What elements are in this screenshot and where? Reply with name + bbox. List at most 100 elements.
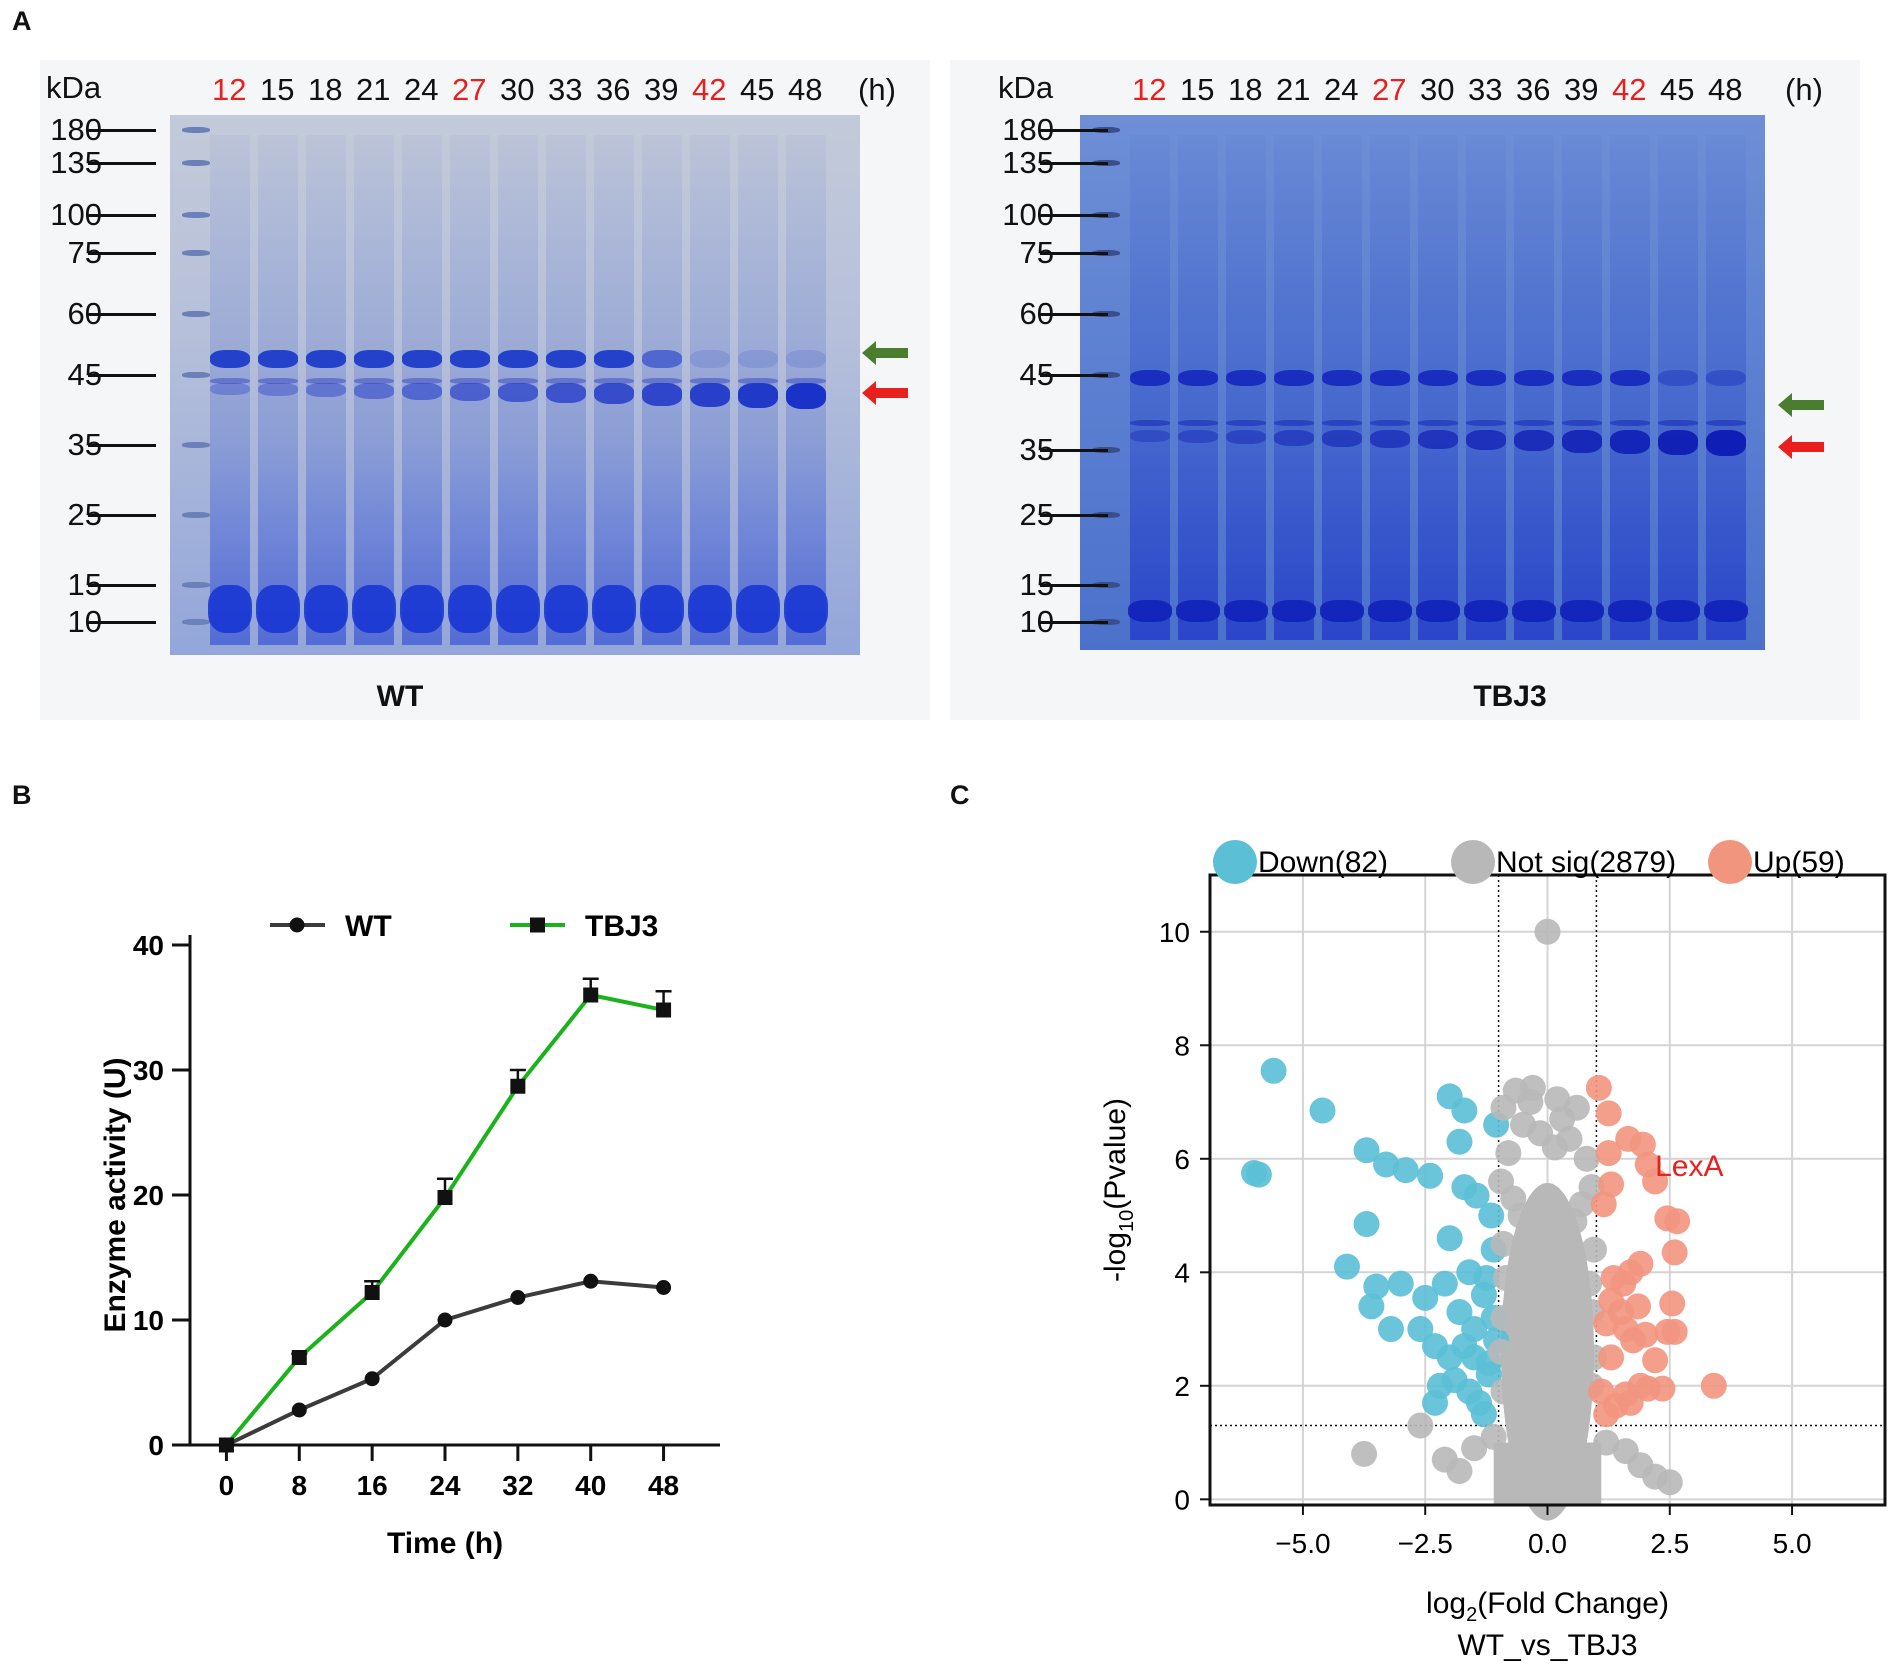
y-tick-label: 10	[133, 1305, 164, 1336]
lane-label: 45	[740, 72, 775, 107]
point-not-sig	[1490, 1378, 1517, 1405]
x-tick-label: 32	[502, 1470, 533, 1501]
legend-marker-up	[1708, 840, 1752, 884]
protein-band-upper	[642, 350, 682, 368]
data-point-wt	[656, 1280, 672, 1295]
lane-smear	[306, 135, 346, 645]
lane-smear	[1466, 135, 1506, 640]
x-axis-label-line2: WT_vs_TBJ3	[1457, 1629, 1637, 1662]
protein-band-upper	[1658, 370, 1698, 386]
protein-band-upper	[354, 350, 394, 368]
lane-smear	[1658, 135, 1698, 640]
protein-band-minor	[450, 378, 490, 384]
x-tick-label: 24	[429, 1470, 461, 1501]
protein-band-lower	[498, 383, 538, 402]
protein-band-minor	[354, 378, 394, 384]
protein-band-lower	[738, 383, 778, 408]
protein-band-minor	[1370, 420, 1410, 426]
dye-front-band	[208, 585, 252, 633]
data-point-tbj3	[218, 1437, 234, 1453]
point-down	[1422, 1389, 1448, 1416]
point-up	[1598, 1171, 1625, 1198]
lane-smear	[210, 135, 250, 645]
x-axis-label: Time (h)	[387, 1527, 503, 1560]
gel-image-wt	[170, 115, 860, 655]
point-up	[1590, 1191, 1617, 1218]
y-tick-label: 0	[1174, 1484, 1190, 1515]
gel-caption-wt: WT	[376, 680, 424, 713]
point-down	[1451, 1333, 1478, 1360]
x-tick-label: 0	[219, 1470, 235, 1501]
point-not-sig	[1576, 1270, 1603, 1297]
point-up	[1659, 1290, 1686, 1317]
data-point-wt	[364, 1371, 380, 1387]
lane-smear	[1418, 135, 1458, 640]
protein-band-lower	[690, 383, 730, 407]
point-down	[1363, 1273, 1390, 1300]
lane-label: 45	[1660, 72, 1695, 107]
panel-label-c: C	[950, 780, 970, 810]
point-up	[1642, 1347, 1669, 1374]
protein-band-lower	[1418, 430, 1458, 449]
point-up	[1593, 1401, 1620, 1428]
point-down	[1245, 1161, 1272, 1188]
dye-front-band	[1176, 600, 1220, 622]
protein-band-upper	[1130, 370, 1170, 386]
point-down	[1446, 1128, 1473, 1155]
legend-marker-wt	[289, 917, 305, 933]
point-down	[1478, 1202, 1505, 1229]
protein-band-upper	[786, 350, 826, 368]
protein-band-minor	[210, 378, 250, 384]
ladder-band	[182, 619, 210, 625]
marker-tick	[1040, 374, 1108, 377]
point-down	[1473, 1264, 1500, 1291]
point-down	[1417, 1162, 1444, 1189]
protein-band-upper	[1466, 370, 1506, 386]
x-tick-label: 5.0	[1773, 1528, 1812, 1559]
point-down	[1407, 1316, 1434, 1343]
point-up	[1598, 1344, 1625, 1371]
dye-front-band	[496, 585, 540, 633]
lane-label: 30	[1420, 72, 1455, 107]
point-down	[1353, 1137, 1380, 1164]
dye-front-band	[352, 585, 396, 633]
dye-front-band	[1320, 600, 1364, 622]
point-not-sig	[1541, 1134, 1568, 1161]
marker-tick	[88, 214, 156, 217]
protein-band-lower	[594, 383, 634, 405]
ladder-band	[182, 512, 210, 518]
protein-band-lower	[1562, 430, 1602, 453]
lane-smear	[1178, 135, 1218, 640]
protein-band-upper	[1370, 370, 1410, 386]
protein-band-minor	[498, 378, 538, 384]
protein-band-lower	[1370, 430, 1410, 448]
data-point-wt	[510, 1290, 526, 1305]
dye-front-band	[1704, 600, 1748, 622]
point-down	[1463, 1182, 1490, 1209]
point-not-sig	[1446, 1457, 1473, 1484]
point-not-sig	[1507, 1202, 1534, 1229]
lane-label: 12	[212, 72, 247, 107]
point-down	[1451, 1097, 1478, 1124]
lane-label: 36	[1516, 72, 1551, 107]
protein-band-minor	[402, 378, 442, 384]
lane-label: 12	[1132, 72, 1167, 107]
protein-band-lower	[402, 383, 442, 400]
hour-unit-label: (h)	[1785, 72, 1823, 107]
x-tick-label: 40	[575, 1470, 606, 1501]
protein-band-minor	[690, 378, 730, 384]
protein-band-lower	[1514, 430, 1554, 452]
marker-tick	[88, 129, 156, 132]
y-tick-label: 2	[1174, 1371, 1190, 1402]
data-point-tbj3	[437, 1190, 453, 1205]
panel-label-a: A	[12, 6, 32, 36]
y-axis-label: Enzyme activity (U)	[99, 1057, 132, 1332]
marker-tick	[1040, 584, 1108, 587]
point-up	[1700, 1372, 1727, 1399]
point-down	[1358, 1293, 1385, 1320]
point-down	[1446, 1299, 1473, 1326]
protein-band-lower	[546, 383, 586, 404]
dye-front-band	[1128, 600, 1172, 622]
y-tick-label: 20	[133, 1180, 164, 1211]
y-tick-label: 6	[1174, 1144, 1190, 1175]
